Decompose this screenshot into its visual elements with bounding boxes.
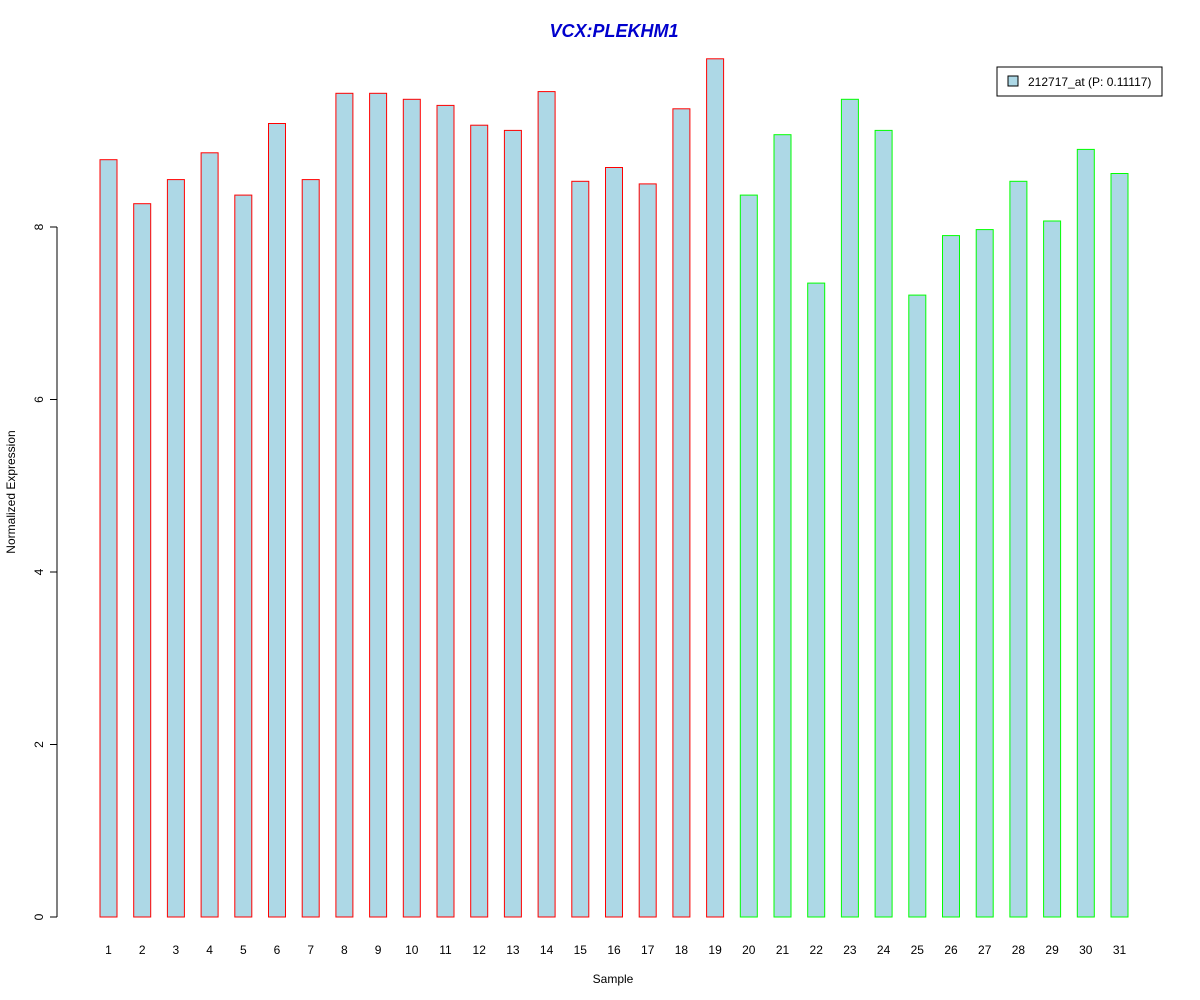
bar — [605, 167, 623, 918]
bar — [166, 179, 185, 918]
x-tick-label: 17 — [641, 943, 655, 957]
x-tick-label: 29 — [1045, 943, 1059, 957]
bar — [268, 123, 286, 918]
x-tick-label: 11 — [439, 943, 452, 957]
x-tick-label: 13 — [506, 943, 520, 957]
bar — [942, 235, 960, 918]
x-tick-label: 5 — [240, 943, 247, 957]
bar — [807, 282, 826, 918]
x-tick-label: 6 — [274, 943, 281, 957]
bar — [537, 91, 556, 918]
x-tick-label: 25 — [911, 943, 925, 957]
x-tick-label: 9 — [375, 943, 382, 957]
x-tick-label: 26 — [944, 943, 958, 957]
x-tick-labels: 1 2 3 4 5 6 7 8 9 10 11 12 13 14 15 16 17 18 19 20 21 22 23 24 2… — [105, 943, 1126, 957]
bar — [1076, 148, 1095, 918]
x-tick-label: 4 — [206, 943, 213, 957]
bar — [301, 179, 320, 918]
x-tick-label: 20 — [742, 943, 756, 957]
x-tick-label: 8 — [341, 943, 348, 957]
x-tick-label: 21 — [776, 943, 790, 957]
x-tick-label: 31 — [1113, 943, 1127, 957]
x-tick-label: 30 — [1079, 943, 1093, 957]
bar — [133, 203, 152, 918]
y-axis: 0 2 4 6 8 — [32, 223, 58, 920]
x-tick-label: 22 — [810, 943, 824, 957]
x-tick-label: 19 — [708, 943, 722, 957]
bar — [99, 159, 118, 918]
bar — [470, 124, 489, 918]
bar — [1043, 220, 1062, 918]
x-tick-label: 27 — [978, 943, 992, 957]
x-axis-label: Sample — [593, 972, 634, 986]
x-tick-label: 24 — [877, 943, 891, 957]
bar — [706, 58, 725, 918]
bar — [840, 98, 859, 918]
x-tick-label: 23 — [843, 943, 857, 957]
bar — [369, 92, 388, 918]
bar — [975, 229, 994, 918]
y-tick-label: 8 — [32, 223, 46, 230]
legend-swatch — [1007, 75, 1019, 87]
bar — [1110, 173, 1129, 918]
x-tick-label: 3 — [173, 943, 180, 957]
x-tick-label: 1 — [105, 943, 112, 957]
bar — [571, 180, 590, 918]
bar — [1009, 180, 1028, 918]
chart-title: VCX:PLEKHM1 — [549, 21, 678, 41]
bar — [436, 104, 455, 918]
bar — [773, 134, 792, 918]
x-tick-label: 10 — [405, 943, 419, 957]
y-tick-label: 6 — [32, 396, 46, 403]
bar — [672, 108, 691, 918]
bars — [99, 58, 1129, 918]
bar — [908, 294, 927, 918]
bar — [200, 152, 219, 918]
bar — [402, 98, 421, 918]
y-tick-label: 4 — [32, 568, 46, 575]
bar — [874, 129, 893, 918]
y-tick-label: 2 — [32, 741, 46, 748]
bar — [638, 183, 657, 918]
x-tick-label: 16 — [607, 943, 621, 957]
bar — [739, 194, 758, 918]
x-tick-label: 7 — [307, 943, 314, 957]
x-tick-label: 15 — [574, 943, 588, 957]
bar — [335, 92, 354, 918]
y-tick-label: 0 — [32, 913, 46, 920]
x-tick-label: 14 — [540, 943, 554, 957]
legend: 212717_at (P: 0.11117) — [996, 66, 1163, 97]
legend-label: 212717_at (P: 0.11117) — [1028, 75, 1151, 89]
x-tick-label: 2 — [139, 943, 146, 957]
legend-box — [996, 66, 1163, 97]
x-tick-label: 18 — [675, 943, 689, 957]
bar — [503, 129, 522, 918]
x-tick-label: 28 — [1012, 943, 1026, 957]
bar — [234, 194, 253, 918]
x-tick-label: 12 — [473, 943, 487, 957]
y-axis-label: Normalized Expression — [4, 430, 18, 553]
